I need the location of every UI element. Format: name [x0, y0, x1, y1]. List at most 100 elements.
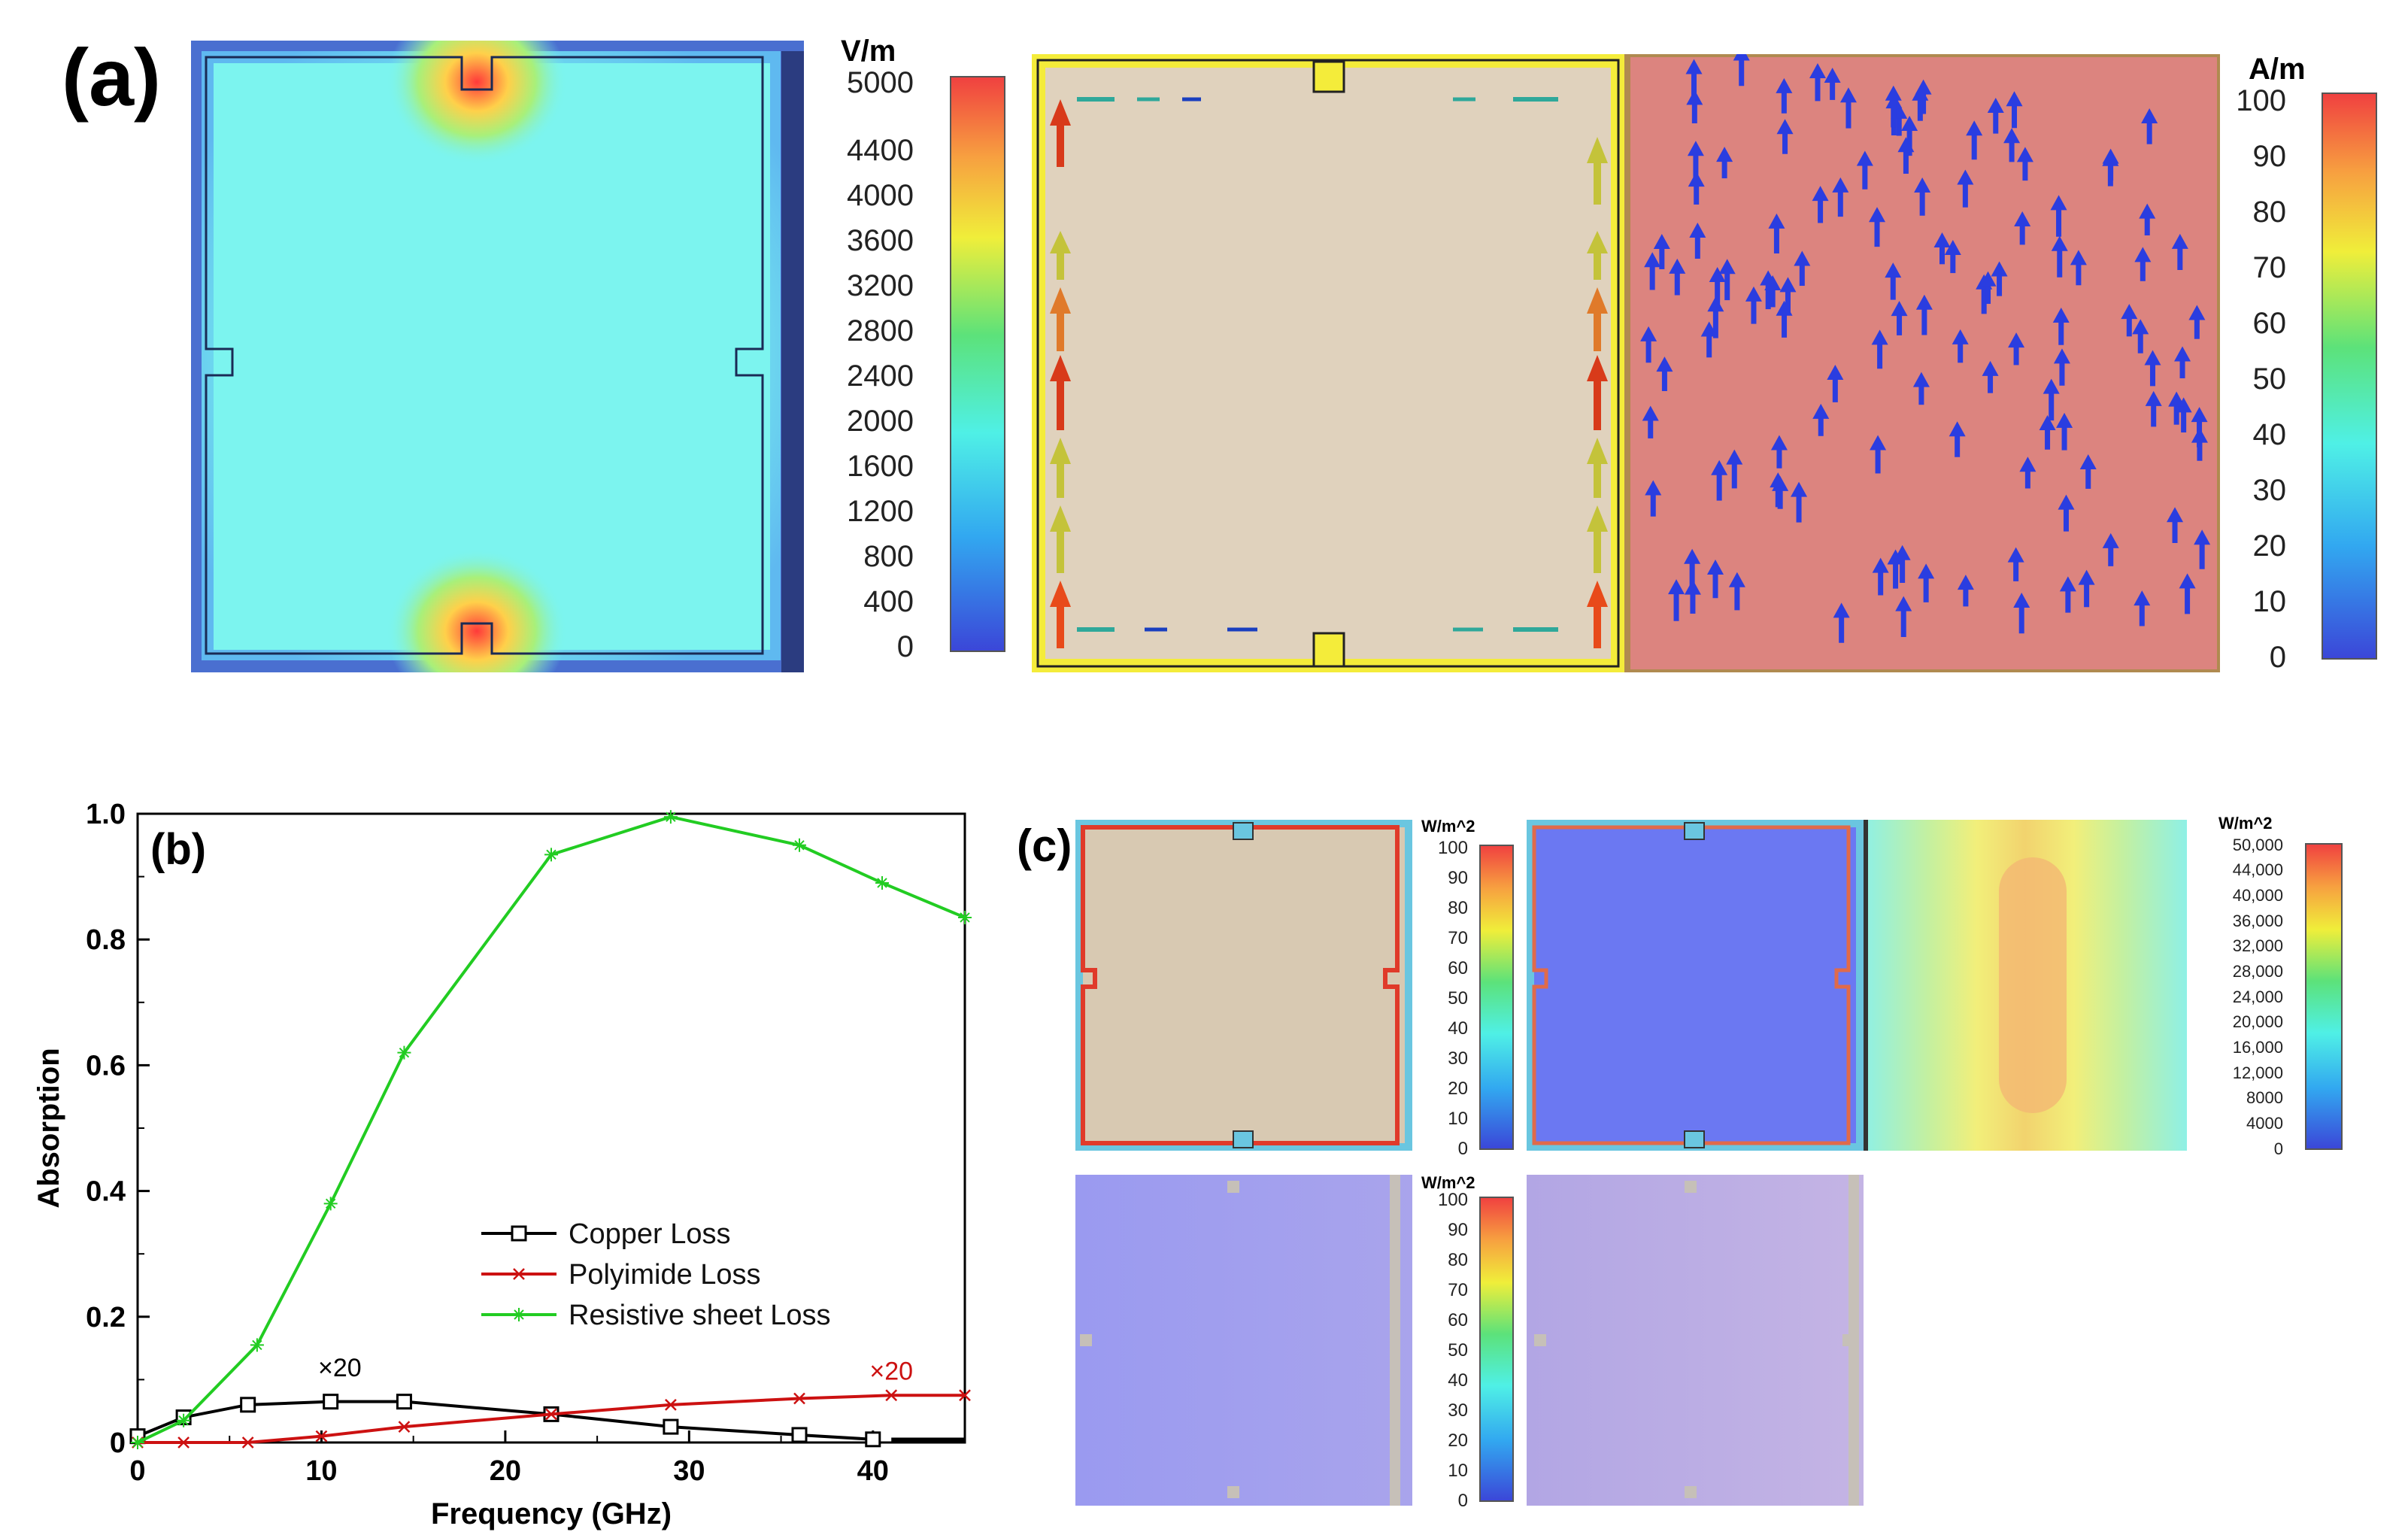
- efield-side-strip: [781, 51, 804, 672]
- hfield-arrow-head: [2051, 235, 2068, 251]
- hfield-arrow-head: [1914, 177, 1931, 193]
- power-map-5: [1527, 1175, 1864, 1506]
- power-colorbar-1: [1479, 845, 1514, 1150]
- data-point: [250, 1338, 264, 1352]
- hfield-arrow-head: [1687, 141, 1704, 156]
- data-point: [396, 1394, 412, 1410]
- chart-series: ×20 ×20: [129, 810, 972, 1449]
- data-point: [545, 1408, 557, 1421]
- hfield-arrow-head: [1885, 262, 1902, 278]
- hfield-tick: 50: [2252, 363, 2287, 396]
- legend-label: Copper Loss: [569, 1218, 730, 1250]
- current-map: [1032, 54, 2220, 672]
- data-point: [793, 1392, 805, 1405]
- data-point: [791, 1427, 808, 1443]
- data-point: [323, 1197, 338, 1211]
- data-point: [323, 1394, 339, 1410]
- hfield-arrow-head: [2168, 391, 2185, 407]
- power3-tick: 0: [1457, 1490, 1468, 1511]
- hfield-arrow-head: [1684, 579, 1701, 595]
- hfield-arrow-head: [1644, 252, 1661, 268]
- hfield-arrow-head: [1685, 59, 1703, 74]
- hfield-arrow-head: [1707, 559, 1724, 575]
- hfield-arrow-head: [1669, 258, 1686, 274]
- power1-tick: 10: [1448, 1108, 1468, 1129]
- hfield-arrow-head: [1832, 177, 1849, 193]
- y-tick-label: 0.2: [86, 1302, 126, 1333]
- y-tick-label: 1.0: [86, 799, 126, 830]
- power-map-2: [1527, 820, 1864, 1151]
- hfield-arrow-head: [1895, 596, 1912, 611]
- x-tick-label: 40: [857, 1455, 889, 1487]
- data-point: [315, 1430, 328, 1442]
- hfield-arrow-head: [2167, 507, 2184, 523]
- data-point: [397, 1045, 411, 1060]
- power2-tick: 28,000: [2232, 962, 2283, 981]
- hfield-arrow-head: [2078, 569, 2095, 585]
- power1-tick: 70: [1448, 927, 1468, 948]
- chart-axes: 0 0.2 0.4 0.6 0.8 1.0 0 10 20 30 40 Frequency (GHz)…: [32, 799, 889, 1530]
- hfield-arrow-head: [2132, 319, 2149, 335]
- hfield-arrow-head: [2052, 307, 2070, 323]
- hfield-arrow-head: [1957, 575, 1974, 590]
- hfield-arrow-head: [2102, 150, 2119, 166]
- data-point: [958, 910, 972, 924]
- hfield-arrow-head: [1809, 63, 1826, 79]
- hfield-arrow-head: [2019, 457, 2036, 472]
- hfield-arrow-head: [1688, 171, 1705, 187]
- hfield-arrow-head: [1686, 89, 1703, 105]
- data-point: [959, 1389, 971, 1402]
- current-patch: [1045, 68, 1611, 659]
- hfield-tick: 40: [2252, 418, 2287, 451]
- hfield-arrow-head: [1668, 579, 1685, 595]
- hfield-arrow-head: [2014, 211, 2031, 227]
- hfield-arrow-head: [1966, 120, 1983, 136]
- hfield-arrow-head: [1645, 480, 1662, 496]
- hfield-arrow-head: [2191, 407, 2208, 423]
- power2-tick: 20,000: [2232, 1012, 2283, 1032]
- power3-tick: 70: [1448, 1279, 1468, 1300]
- hfield-arrow-head: [2070, 250, 2087, 265]
- hfield-arrow-head: [1987, 97, 2004, 113]
- hfield-arrow-head: [1656, 356, 1673, 372]
- power-unit-2: W/m^2: [2218, 814, 2273, 833]
- legend-label: Resistive sheet Loss: [569, 1300, 831, 1331]
- hfield-arrow-head: [1779, 277, 1797, 293]
- data-point: [513, 1268, 525, 1280]
- data-point: [663, 1418, 679, 1435]
- hfield-arrow-head: [1944, 239, 1961, 255]
- efield-tick: 3200: [847, 269, 914, 302]
- hfield-arrow-head: [1982, 360, 1999, 376]
- hfield-arrow-head: [1871, 329, 1888, 345]
- hfield-arrow-head: [1684, 548, 1701, 564]
- power2-tick: 24,000: [2232, 987, 2283, 1006]
- efield-tick: 4400: [847, 134, 914, 167]
- hfield-arrow-head: [1869, 207, 1886, 223]
- efield-hotspot-bottom: [387, 548, 567, 672]
- hfield-arrow-head: [2134, 247, 2152, 262]
- power-map-1: [1075, 820, 1412, 1151]
- hfield-arrow-head: [1839, 87, 1857, 103]
- data-point: [241, 1436, 254, 1449]
- hfield-arrow-head: [2003, 128, 2021, 144]
- x-tick-label: 30: [673, 1455, 705, 1487]
- power3-tick: 50: [1448, 1339, 1468, 1361]
- power1-tick: 60: [1448, 957, 1468, 978]
- power-unit-1: W/m^2: [1421, 817, 1475, 836]
- power-colorbar-3: [1479, 1197, 1514, 1502]
- power2-tick: 16,000: [2232, 1038, 2283, 1057]
- x-tick-label: 0: [129, 1455, 145, 1487]
- power-map-4: [1075, 1175, 1412, 1506]
- x-axis-label: Frequency (GHz): [431, 1497, 672, 1530]
- hfield-tick: 90: [2252, 140, 2287, 173]
- hfield-arrow-head: [2171, 233, 2188, 249]
- power2-tick: 32,000: [2232, 936, 2283, 956]
- hfield-arrow-head: [1918, 563, 1935, 579]
- hfield-arrow-head: [2188, 305, 2206, 320]
- y-tick-label: 0.8: [86, 924, 126, 956]
- power-map-3: [1864, 820, 2187, 1151]
- hfield-arrow-head: [1885, 85, 1902, 101]
- efield-tick: 2000: [847, 405, 914, 438]
- series-line: [137, 815, 966, 1444]
- power1-tick: 40: [1448, 1018, 1468, 1039]
